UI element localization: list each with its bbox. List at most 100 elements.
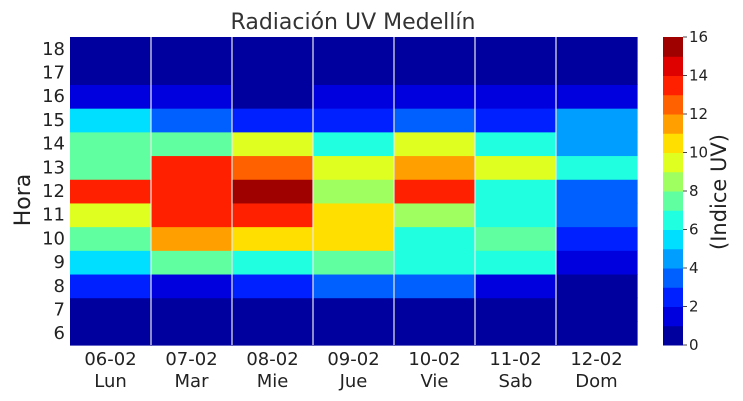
- colorbar-tick-label: 16: [689, 28, 708, 46]
- heatmap-cell: [394, 250, 476, 275]
- heatmap-cell: [232, 84, 314, 109]
- colorbar-segment: [663, 114, 683, 134]
- y-tick-label: 15: [42, 110, 65, 131]
- y-tick-label: 17: [42, 63, 65, 84]
- heatmap-cell: [151, 60, 233, 85]
- heatmap-gridlines: [150, 37, 557, 345]
- x-tick-day: Mie: [257, 371, 289, 392]
- heatmap-cell: [232, 273, 314, 299]
- heatmap-cell: [232, 37, 314, 62]
- chart-title: Radiación UV Medellín: [231, 10, 476, 35]
- heatmap-cell: [475, 321, 557, 346]
- heatmap-cell: [70, 155, 152, 180]
- heatmap-cell: [232, 297, 314, 322]
- heatmap-cell: [151, 37, 233, 62]
- y-tick-label: 12: [42, 181, 65, 202]
- heatmap-cell: [70, 37, 152, 62]
- y-tick-label: 11: [42, 205, 65, 226]
- heatmap-cell: [556, 297, 638, 322]
- heatmap-cell: [151, 179, 233, 204]
- x-tick-date: 12-02: [570, 349, 622, 370]
- heatmap-cell: [556, 84, 638, 109]
- heatmap-cell: [556, 250, 638, 275]
- heatmap-cell: [232, 250, 314, 275]
- heatmap-cell: [475, 202, 557, 228]
- heatmap-cell: [313, 155, 395, 180]
- heatmap-cell: [394, 108, 476, 133]
- heatmap-cell: [475, 155, 557, 180]
- heatmap-cell: [70, 108, 152, 133]
- heatmap-cell: [394, 202, 476, 228]
- y-tick-label: 13: [42, 157, 65, 178]
- y-tick-label: 6: [54, 323, 65, 344]
- y-tick-label: 14: [42, 134, 65, 155]
- heatmap-cell: [313, 60, 395, 85]
- heatmap-cell: [232, 226, 314, 251]
- x-tick-date: 06-02: [84, 349, 136, 370]
- colorbar-segment: [663, 248, 683, 269]
- x-tick-day: Dom: [575, 371, 617, 392]
- x-tick-day: Sab: [499, 371, 533, 392]
- x-tick-date: 09-02: [327, 349, 379, 370]
- heatmap-cell: [556, 321, 638, 346]
- heatmap-cell: [232, 155, 314, 180]
- heatmap-cell: [70, 84, 152, 109]
- heatmap-cell: [313, 297, 395, 322]
- heatmap-cell: [151, 108, 233, 133]
- heatmap-cell: [313, 202, 395, 228]
- y-tick-label: 9: [54, 252, 65, 273]
- heatmap-cell: [394, 60, 476, 85]
- x-tick-date: 07-02: [165, 349, 217, 370]
- heatmap-cell: [151, 155, 233, 180]
- heatmap-cell: [475, 250, 557, 275]
- heatmap-cell: [475, 37, 557, 62]
- colorbar-tick-label: 4: [689, 259, 699, 277]
- heatmap-cell: [313, 250, 395, 275]
- colorbar-tick-label: 14: [689, 67, 708, 85]
- y-tick-label: 7: [54, 299, 65, 320]
- colorbar-segment: [663, 191, 683, 211]
- x-tick-date: 10-02: [408, 349, 460, 370]
- heatmap-cell: [394, 155, 476, 180]
- heatmap-cell: [151, 84, 233, 109]
- heatmap-cell: [394, 273, 476, 299]
- x-tick-date: 08-02: [246, 349, 298, 370]
- x-tick-day: Vie: [421, 371, 449, 392]
- heatmap-cell: [70, 226, 152, 251]
- x-tick-day: Lun: [94, 371, 127, 392]
- y-tick-label: 16: [42, 86, 65, 107]
- heatmap-cell: [313, 108, 395, 133]
- heatmap-cell: [475, 60, 557, 85]
- colorbar-tick-label: 10: [689, 144, 708, 162]
- colorbar-tick-label: 6: [689, 221, 699, 239]
- heatmap-cell: [475, 273, 557, 299]
- x-tick-day: Mar: [175, 371, 210, 392]
- heatmap-cell: [151, 273, 233, 299]
- heatmap-cell: [232, 131, 314, 157]
- heatmap-cell: [556, 131, 638, 157]
- heatmap-cell: [556, 273, 638, 299]
- heatmap-cell: [70, 202, 152, 228]
- heatmap-cell: [70, 321, 152, 346]
- colorbar-segment: [663, 268, 683, 288]
- heatmap-cell: [556, 155, 638, 180]
- heatmap-cell: [151, 250, 233, 275]
- y-tick-label: 18: [42, 39, 65, 60]
- heatmap-cell: [232, 108, 314, 133]
- heatmap-cell: [151, 226, 233, 251]
- heatmap-cell: [70, 297, 152, 322]
- heatmap-cell: [313, 321, 395, 346]
- colorbar-segment: [663, 171, 683, 192]
- heatmap-cell: [151, 131, 233, 157]
- heatmap-cell: [313, 84, 395, 109]
- heatmap-cell: [556, 108, 638, 133]
- heatmap-cell: [151, 297, 233, 322]
- heatmap-cell: [70, 131, 152, 157]
- heatmap-cells: [70, 37, 638, 346]
- heatmap-cell: [394, 226, 476, 251]
- colorbar-segment: [663, 210, 683, 230]
- heatmap-cell: [313, 179, 395, 204]
- colorbar-segment: [663, 37, 683, 57]
- colorbar-label: (Indice UV): [707, 134, 731, 250]
- heatmap-cell: [70, 250, 152, 275]
